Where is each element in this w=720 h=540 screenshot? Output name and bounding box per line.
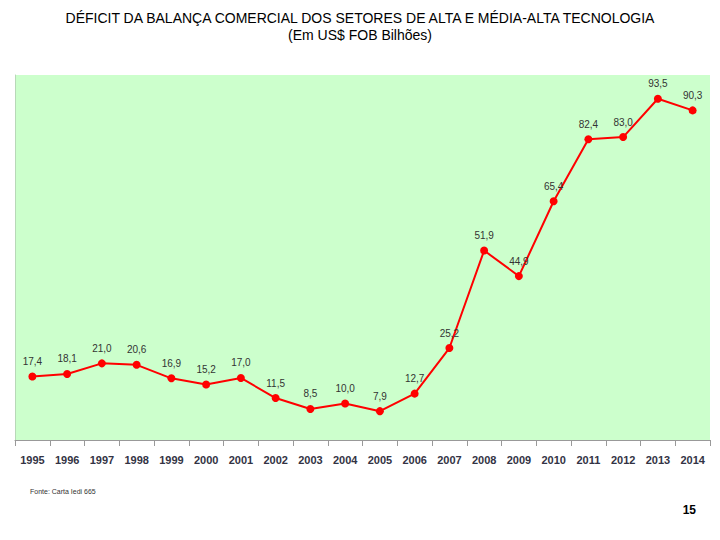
svg-text:2002: 2002 <box>263 454 287 466</box>
svg-text:44,9: 44,9 <box>509 256 529 267</box>
svg-text:15: 15 <box>683 503 697 517</box>
svg-text:90,3: 90,3 <box>683 90 703 101</box>
svg-text:2013: 2013 <box>646 454 670 466</box>
svg-text:17,4: 17,4 <box>23 356 43 367</box>
svg-text:2000: 2000 <box>194 454 218 466</box>
svg-text:(Em US$ FOB Bilhões): (Em US$ FOB Bilhões) <box>288 27 432 43</box>
svg-text:15,2: 15,2 <box>196 364 216 375</box>
svg-text:1995: 1995 <box>20 454 44 466</box>
svg-text:16,9: 16,9 <box>162 358 182 369</box>
svg-text:25,2: 25,2 <box>440 328 460 339</box>
svg-text:65,4: 65,4 <box>544 181 564 192</box>
svg-text:2006: 2006 <box>402 454 426 466</box>
svg-text:2003: 2003 <box>298 454 322 466</box>
svg-text:7,9: 7,9 <box>373 391 387 402</box>
svg-text:2011: 2011 <box>576 454 600 466</box>
svg-text:20,6: 20,6 <box>127 344 147 355</box>
svg-text:2010: 2010 <box>541 454 565 466</box>
svg-text:2001: 2001 <box>229 454 253 466</box>
svg-text:51,9: 51,9 <box>474 230 494 241</box>
svg-text:2012: 2012 <box>611 454 635 466</box>
svg-text:21,0: 21,0 <box>92 343 112 354</box>
svg-text:1999: 1999 <box>159 454 183 466</box>
svg-text:2007: 2007 <box>437 454 461 466</box>
svg-text:2008: 2008 <box>472 454 496 466</box>
svg-text:2009: 2009 <box>507 454 531 466</box>
svg-text:10,0: 10,0 <box>335 383 355 394</box>
svg-text:1996: 1996 <box>55 454 79 466</box>
svg-text:82,4: 82,4 <box>579 119 599 130</box>
svg-text:83,0: 83,0 <box>613 117 633 128</box>
svg-text:2004: 2004 <box>333 454 358 466</box>
svg-text:8,5: 8,5 <box>303 388 317 399</box>
svg-text:1998: 1998 <box>124 454 148 466</box>
svg-text:1997: 1997 <box>90 454 114 466</box>
svg-text:2014: 2014 <box>680 454 705 466</box>
svg-text:17,0: 17,0 <box>231 357 251 368</box>
svg-text:93,5: 93,5 <box>648 78 668 89</box>
svg-text:Fonte: Carta Iedi 665: Fonte: Carta Iedi 665 <box>30 488 96 495</box>
svg-text:18,1: 18,1 <box>57 353 77 364</box>
svg-text:12,7: 12,7 <box>405 373 425 384</box>
svg-text:DÉFICIT DA BALANÇA COMERCIAL D: DÉFICIT DA BALANÇA COMERCIAL DOS SETORES… <box>66 10 656 26</box>
svg-text:2005: 2005 <box>368 454 392 466</box>
svg-text:11,5: 11,5 <box>266 378 285 389</box>
